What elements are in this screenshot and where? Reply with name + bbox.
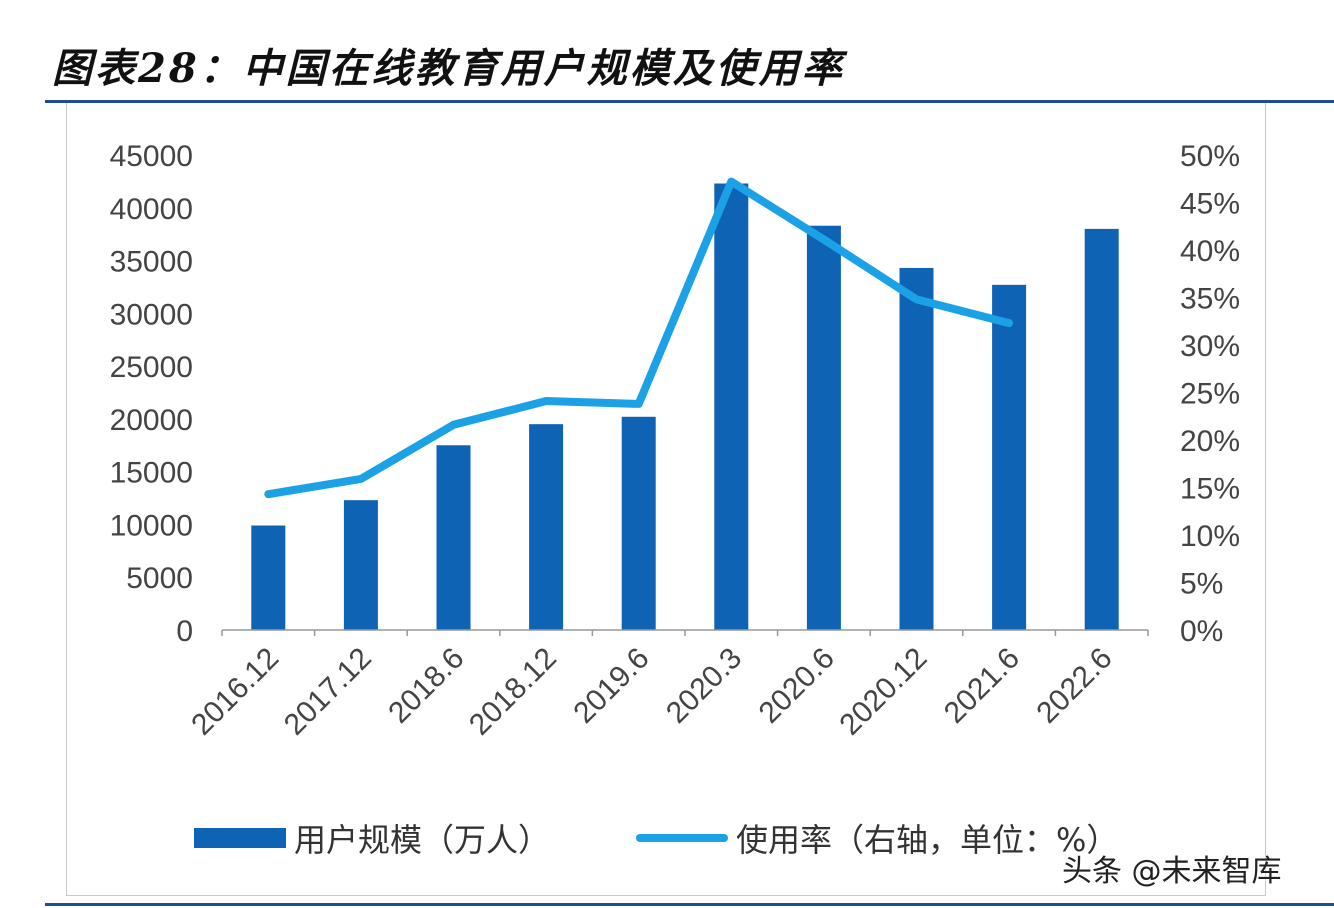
right-axis-tick: 25% xyxy=(1180,378,1240,411)
x-axis-label: 2022.6 xyxy=(1030,642,1118,730)
left-axis-tick: 10000 xyxy=(110,509,193,542)
bar xyxy=(992,284,1027,630)
x-axis-label: 2018.6 xyxy=(382,642,470,730)
left-axis-tick: 0 xyxy=(176,615,193,648)
right-axis-tick: 20% xyxy=(1180,425,1240,458)
x-axis-label: 2019.6 xyxy=(567,642,655,730)
left-axis-tick: 5000 xyxy=(126,562,193,595)
x-axis-label: 2018.12 xyxy=(463,642,563,742)
x-axis-label: 2020.3 xyxy=(660,642,748,730)
legend-label-line: 使用率（右轴，单位：%） xyxy=(736,821,1119,859)
right-axis-tick: 5% xyxy=(1180,568,1223,601)
bottom-rule xyxy=(45,903,1334,906)
left-axis-tick: 25000 xyxy=(110,351,193,384)
chart-title: 图表28：中国在线教育用户规模及使用率 xyxy=(52,45,845,92)
bar xyxy=(1084,228,1119,630)
right-axis-tick: 0% xyxy=(1180,615,1223,648)
bar xyxy=(899,267,934,630)
left-axis-tick: 35000 xyxy=(110,246,193,279)
legend-swatch-bar xyxy=(194,828,286,848)
x-axis-label: 2020.6 xyxy=(753,642,841,730)
left-axis-tick: 15000 xyxy=(110,457,193,490)
right-axis-tick: 30% xyxy=(1180,330,1240,363)
top-rule xyxy=(45,100,1334,103)
bar xyxy=(806,225,841,630)
chart-frame xyxy=(66,103,1266,896)
right-axis-tick: 15% xyxy=(1180,473,1240,506)
legend-label-bar: 用户规模（万人） xyxy=(294,821,551,859)
bar xyxy=(251,525,286,630)
left-axis-tick: 40000 xyxy=(110,193,193,226)
left-axis-tick: 20000 xyxy=(110,404,193,437)
bar xyxy=(621,416,656,630)
right-axis-tick: 10% xyxy=(1180,520,1240,553)
x-axis-label: 2017.12 xyxy=(278,642,378,742)
left-axis-tick: 30000 xyxy=(110,298,193,331)
right-axis-tick: 45% xyxy=(1180,188,1240,221)
right-axis-tick: 50% xyxy=(1180,140,1240,173)
right-axis-tick: 35% xyxy=(1180,283,1240,316)
bar xyxy=(343,500,378,630)
bar xyxy=(436,445,471,630)
bar xyxy=(714,183,749,630)
bar xyxy=(529,424,564,630)
legend-item-bar: 用户规模（万人） xyxy=(194,815,550,861)
legend-swatch-line xyxy=(636,834,728,842)
watermark: 头条 @未来智库 xyxy=(1062,854,1282,889)
legend-item-line: 使用率（右轴，单位：%） xyxy=(636,815,1118,861)
right-axis-tick: 40% xyxy=(1180,235,1240,268)
x-axis-label: 2021.6 xyxy=(938,642,1026,730)
left-axis-tick: 45000 xyxy=(110,140,193,173)
x-axis-label: 2020.12 xyxy=(833,642,933,742)
x-axis-label: 2016.12 xyxy=(185,642,285,742)
